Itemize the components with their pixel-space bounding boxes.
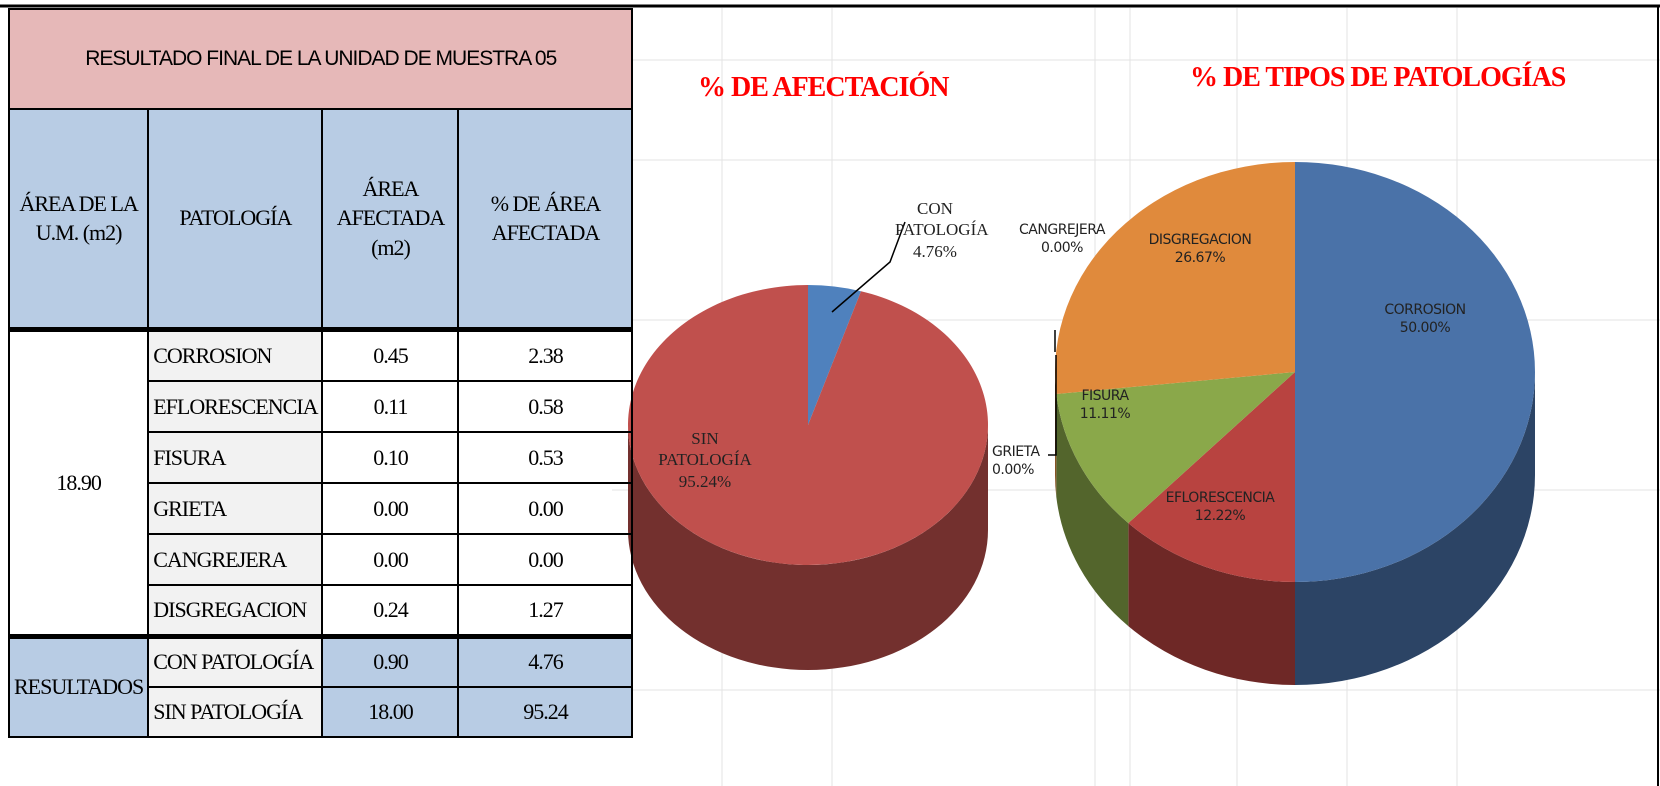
cell: 0.24 (321, 584, 460, 637)
pie-slice (1295, 162, 1535, 582)
slice-value: 11.11% (1079, 405, 1131, 422)
results-label: RESULTADOS (7, 633, 150, 738)
data-label: CON PATOLOGÍA 4.76% (895, 198, 989, 262)
data-label: EFLORESCENCIA 12.22% (1150, 490, 1290, 525)
slice-name: SIN PATOLOGÍA (658, 429, 752, 470)
pie-slice (1054, 162, 1295, 394)
cell: 18.00 (321, 686, 460, 738)
slice-value: 0.00% (1041, 239, 1083, 256)
cell: FISURA (147, 431, 324, 484)
cell: EFLORESCENCIA (147, 380, 324, 433)
slice-name: CORROSION (1384, 302, 1466, 318)
cell: 0.90 (321, 633, 460, 688)
cell: 0.58 (457, 380, 634, 433)
header: % DE ÁREA AFECTADA (457, 108, 634, 330)
data-label: SIN PATOLOGÍA 95.24% (650, 428, 760, 492)
slice-value: 26.67% (1174, 249, 1226, 266)
cell: 4.76 (457, 633, 634, 688)
cell: CORROSION (147, 326, 324, 382)
cell: SIN PATOLOGÍA (147, 686, 324, 738)
cell: CON PATOLOGÍA (147, 633, 324, 688)
data-label: CORROSION 50.00% (1360, 302, 1490, 337)
slice-name: CON PATOLOGÍA (895, 199, 989, 240)
pie-side (628, 425, 988, 670)
cell: 0.11 (321, 380, 460, 433)
cell: 0.00 (457, 482, 634, 535)
chart-title: % DE TIPOS DE PATOLOGÍAS (1190, 62, 1566, 93)
slice-value: 95.24% (678, 471, 732, 491)
slice-name: CANGREJERA (1019, 222, 1105, 238)
pie-slice (1128, 372, 1295, 582)
slice-name: GRIETA (992, 444, 1040, 460)
cell: 0.10 (321, 431, 460, 484)
cell: 0.53 (457, 431, 634, 484)
data-label: FISURA 11.11% (1060, 388, 1150, 423)
header: PATOLOGÍA (147, 108, 324, 330)
pie-slice (628, 285, 988, 566)
results-table: RESULTADO FINAL DE LA UNIDAD DE MUESTRA … (7, 8, 634, 738)
chart-title: % DE AFECTACIÓN (698, 72, 950, 103)
data-label: DISGREGACION 26.67% (1130, 232, 1270, 267)
cell: 0.00 (321, 482, 460, 535)
cell: 0.00 (457, 533, 634, 586)
pie-side (1295, 372, 1535, 685)
pie-slice (1056, 372, 1295, 524)
cell: 0.00 (321, 533, 460, 586)
leader-line (831, 221, 906, 313)
slice-name: FISURA (1081, 388, 1129, 404)
pie-slice (808, 285, 862, 425)
slice-value: 4.76% (913, 241, 957, 261)
data-label: GRIETA 0.00% (992, 444, 1052, 479)
header: ÁREA AFECTADA (m2) (321, 108, 460, 330)
slice-value: 50.00% (1399, 319, 1451, 336)
cell: 2.38 (457, 326, 634, 382)
cell: DISGREGACION (147, 584, 324, 637)
pie-side (1128, 523, 1295, 685)
slice-value: 0.00% (992, 461, 1034, 478)
slice-name: DISGREGACION (1148, 232, 1252, 248)
data-label: CANGREJERA 0.00% (1012, 222, 1112, 257)
table-title: RESULTADO FINAL DE LA UNIDAD DE MUESTRA … (7, 8, 634, 110)
slice-name: EFLORESCENCIA (1165, 490, 1275, 506)
cell: 1.27 (457, 584, 634, 637)
cell: 0.45 (321, 326, 460, 382)
area: 18.90 (7, 326, 150, 637)
pie-side (1056, 393, 1129, 627)
cell: 95.24 (457, 686, 634, 738)
leader-line (1048, 355, 1057, 456)
cell: CANGREJERA (147, 533, 324, 586)
cell: GRIETA (147, 482, 324, 535)
header: ÁREA DE LA U.M. (m2) (7, 108, 150, 330)
slice-value: 12.22% (1194, 507, 1246, 524)
